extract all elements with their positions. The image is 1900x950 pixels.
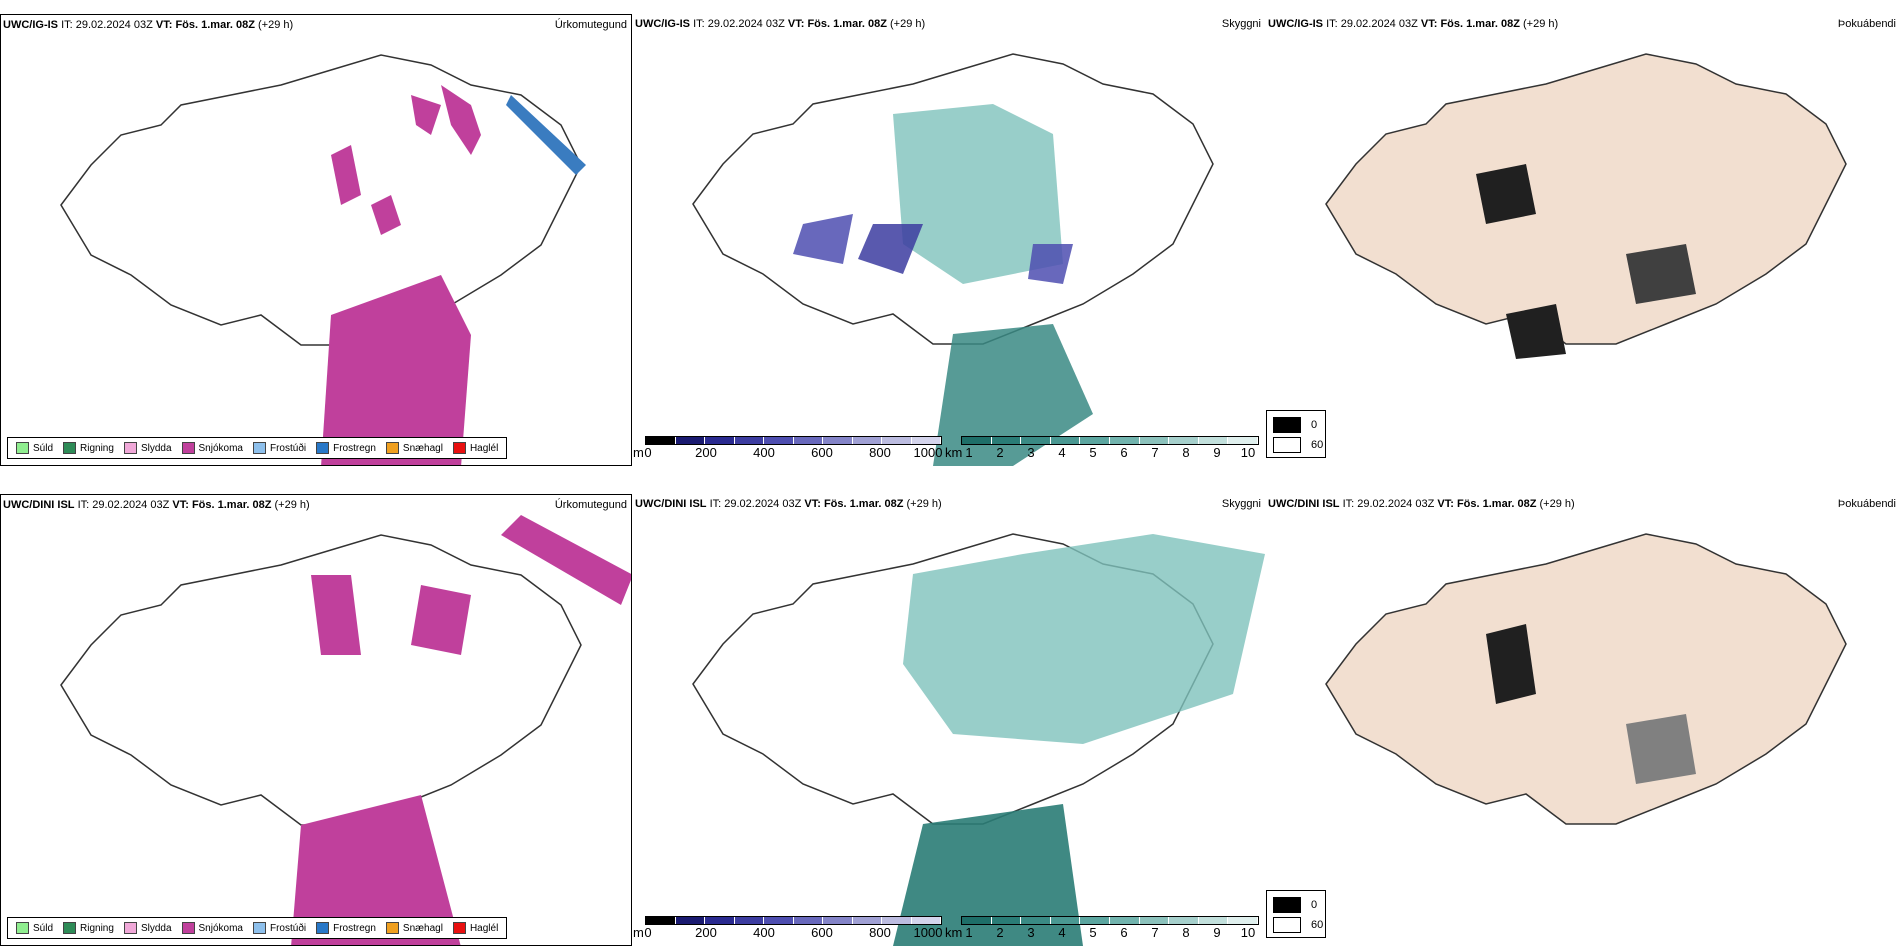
panel-title: UWC/DINI ISL IT: 29.02.2024 03Z VT: Fös.… (1268, 498, 1575, 510)
map-canvas (1325, 533, 1847, 825)
precip-type-map-bottom: UWC/DINI ISL IT: 29.02.2024 03Z VT: Fös.… (0, 494, 632, 946)
cloud-ceiling-visibility-map-bottom: UWC/DINI ISL IT: 29.02.2024 03Z VT: Fös.… (633, 494, 1265, 946)
map-canvas (692, 53, 1214, 466)
field-name: Þokuábendi (1837, 18, 1896, 30)
map-canvas (60, 54, 586, 465)
iceland-outline (60, 54, 582, 346)
fog-legend: 0 60 (1266, 410, 1326, 458)
it-label: IT: (61, 19, 73, 31)
map-canvas (60, 515, 631, 945)
map-canvas (692, 533, 1265, 946)
panel-title: UWC/IG-IS IT: 29.02.2024 03Z VT: Fös. 1.… (635, 18, 926, 30)
ceiling-colorbar: m 0 200 400 600 800 1000 (633, 916, 943, 944)
precip-type-map-top: UWC/IG-IS IT: 29.02.2024 03Z VT: Fös. 1.… (0, 14, 632, 466)
field-name: Þokuábendi (1837, 498, 1896, 510)
field-name: Úrkomutegund (554, 499, 627, 511)
legend-item: Rigning (63, 442, 114, 454)
panel-title: UWC/DINI ISL IT: 29.02.2024 03Z VT: Fös.… (635, 498, 942, 510)
fog-index-map-bottom: UWC/DINI ISL IT: 29.02.2024 03Z VT: Fös.… (1266, 494, 1900, 946)
visibility-colorbar: km 1 2 3 4 5 6 7 8 9 10 (945, 436, 1263, 464)
legend-item: Frostregn (316, 442, 376, 454)
legend-item: Snæhagl (385, 442, 443, 454)
fog-index-map-top: UWC/IG-IS IT: 29.02.2024 03Z VT: Fös. 1.… (1266, 14, 1900, 466)
it-value: 29.02.2024 03Z (75, 19, 153, 31)
legend-item: Frostúði (252, 442, 306, 454)
cloud-ceiling-visibility-map-top: UWC/IG-IS IT: 29.02.2024 03Z VT: Fös. 1.… (633, 14, 1265, 466)
precip-legend: Súld Rigning Slydda Snjókoma Frostúði Fr… (7, 437, 508, 459)
field-name: Skyggni (1221, 498, 1261, 510)
vt-value: Fös. 1.mar. 08Z (175, 19, 255, 31)
fog-legend: 0 60 (1266, 890, 1326, 938)
legend-item: Súld (16, 442, 53, 454)
precip-legend: Súld Rigning Slydda Snjókoma Frostúði Fr… (7, 917, 508, 939)
map-canvas (1325, 53, 1847, 359)
field-name: Skyggni (1221, 18, 1261, 30)
ceiling-colorbar: m 0 200 400 600 800 1000 (633, 436, 943, 464)
lead-time: (+29 h) (258, 19, 294, 31)
panel-title: UWC/DINI ISL IT: 29.02.2024 03Z VT: Fös.… (3, 499, 310, 511)
legend-item: Snjókoma (181, 442, 243, 454)
panel-title: UWC/IG-IS IT: 29.02.2024 03Z VT: Fös. 1.… (1268, 18, 1559, 30)
panel-title: UWC/IG-IS IT: 29.02.2024 03Z VT: Fös. 1.… (3, 19, 293, 31)
model-name: UWC/IG-IS (3, 19, 58, 31)
legend-item: Haglél (452, 442, 498, 454)
vt-label: VT: (155, 19, 173, 31)
visibility-colorbar: km 1 2 3 4 5 6 7 8 9 10 (945, 916, 1263, 944)
legend-item: Slydda (123, 442, 172, 454)
field-name: Úrkomutegund (554, 19, 627, 31)
